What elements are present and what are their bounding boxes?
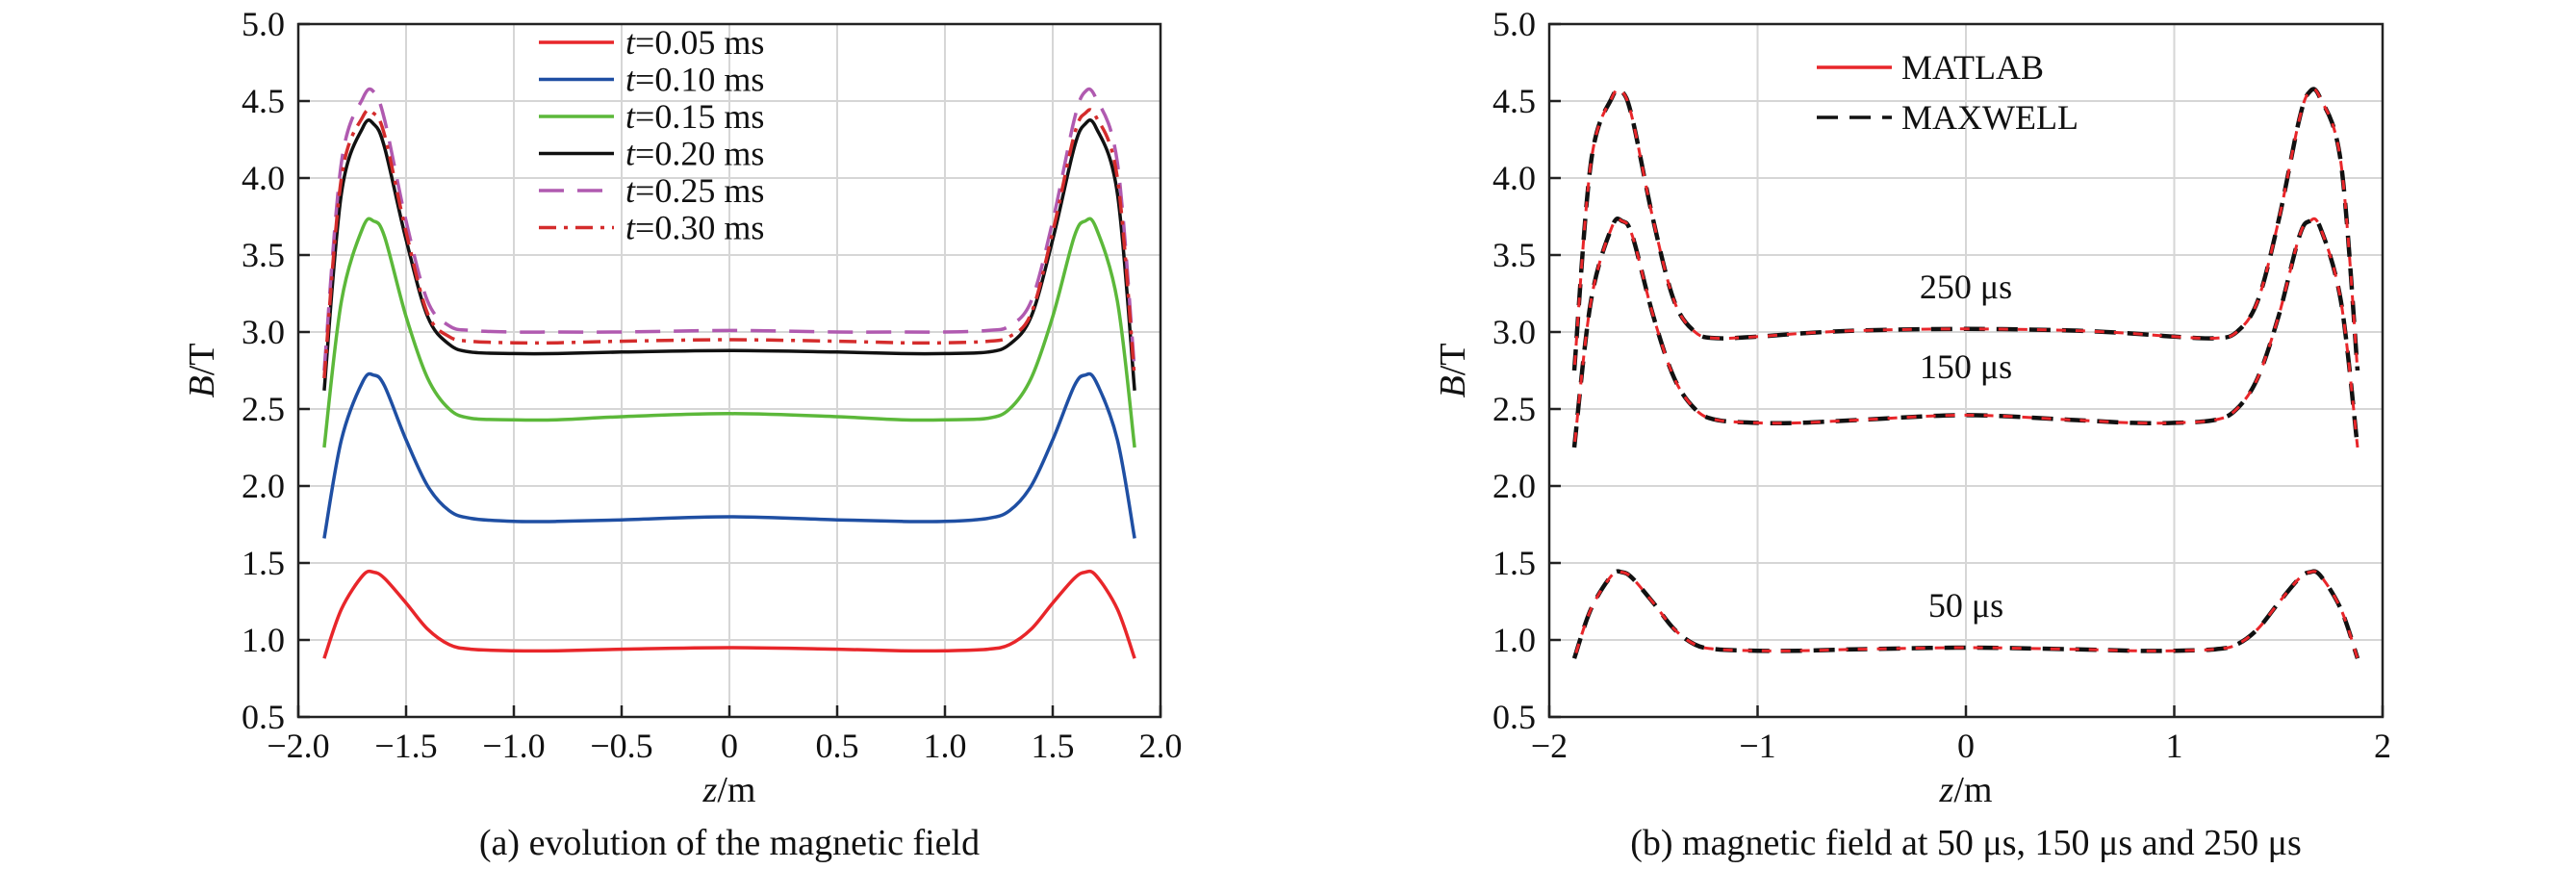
panel-a-chart: −2.0 −1.5 −1.0 −0.5 0 0.5 1.0 1.5 2.0 0.5 1.0 1.5 2.…: [182, 5, 1183, 863]
x-tick-label: 1.5: [1032, 727, 1075, 765]
legend-panel-b: MATLAB MAXWELL: [1817, 48, 2079, 137]
x-tick-label: −2: [1531, 727, 1568, 765]
series-line-t-0-10: [322, 371, 1136, 539]
matlab-curve-250us: [1572, 88, 2359, 371]
curve-annotation: 50 μs: [1928, 586, 2003, 625]
legend-panel-a: t=0.05 mst=0.10 mst=0.15 mst=0.20 mst=0.…: [539, 23, 764, 247]
legend-label: MATLAB: [1901, 48, 2044, 87]
x-tick-label: 1: [2166, 727, 2183, 765]
y-tick-label: 5.0: [242, 5, 285, 43]
x-tick-label: −1: [1739, 727, 1775, 765]
panel-caption: (a) evolution of the magnetic field: [479, 823, 980, 863]
series-line-t-0-05: [322, 569, 1136, 659]
x-tick-label: −1.0: [482, 727, 545, 765]
maxwell-curve-50us: [1571, 569, 2360, 659]
y-tick-label: 2.0: [1492, 467, 1536, 505]
curve-annotation: 150 μs: [1920, 347, 2012, 386]
series-line-t-0-15: [322, 217, 1136, 448]
curve-annotation: 250 μs: [1920, 268, 2012, 306]
x-tick-label: 0: [1957, 727, 1975, 765]
y-tick-label: 3.5: [1492, 236, 1536, 274]
y-tick-label: 5.0: [1492, 5, 1536, 43]
y-tick-label: 0.5: [242, 698, 285, 736]
y-tick-label: 0.5: [1492, 698, 1536, 736]
y-tick-label: 3.5: [242, 236, 285, 274]
y-tick-label: 1.5: [1492, 544, 1536, 582]
series-line-t-0-30: [322, 108, 1136, 379]
legend-label: MAXWELL: [1901, 98, 2079, 137]
y-tick-label: 3.0: [1492, 313, 1536, 351]
x-tick-label: 0: [721, 727, 738, 765]
x-tick-label: 2.0: [1139, 727, 1183, 765]
x-tick-label: −2.0: [267, 727, 329, 765]
x-axis-title: z/m: [1939, 770, 1993, 810]
x-tick-label: 0.5: [816, 727, 859, 765]
legend-label: t=0.25 ms: [625, 171, 764, 210]
y-tick-label: 3.0: [242, 313, 285, 351]
y-tick-label: 4.0: [242, 159, 285, 197]
panel-caption: (b) magnetic field at 50 μs, 150 μs and …: [1630, 823, 2302, 863]
x-tick-label: 2: [2374, 727, 2391, 765]
y-axis-title: B/T: [1433, 344, 1473, 398]
matlab-curve-150us: [1572, 217, 2359, 448]
legend-label: t=0.15 ms: [625, 97, 764, 136]
y-tick-label: 1.0: [1492, 621, 1536, 659]
legend-label: t=0.30 ms: [625, 209, 764, 247]
y-tick-label: 2.5: [1492, 390, 1536, 428]
legend-label: t=0.10 ms: [625, 61, 764, 99]
panel-b-chart: −2 −1 0 1 2 0.5 1.0 1.5 2.0 2.5 3.0 3.5 4.0 4.5 5.0 z/m…: [1433, 5, 2391, 863]
y-tick-label: 2.5: [242, 390, 285, 428]
x-tick-label: −1.5: [374, 727, 437, 765]
x-tick-label: 1.0: [924, 727, 967, 765]
legend-label: t=0.05 ms: [625, 23, 764, 62]
y-tick-label: 1.5: [242, 544, 285, 582]
matlab-curve-50us: [1572, 570, 2359, 659]
y-tick-label: 4.5: [242, 82, 285, 120]
series-line-t-0-20: [322, 118, 1136, 391]
y-axis-title: B/T: [182, 344, 222, 398]
x-axis-title: z/m: [702, 770, 756, 810]
y-tick-label: 1.0: [242, 621, 285, 659]
series-line-t-0-25: [322, 87, 1136, 371]
x-tick-label: −0.5: [590, 727, 652, 765]
y-tick-label: 4.5: [1492, 82, 1536, 120]
y-tick-label: 2.0: [242, 467, 285, 505]
legend-label: t=0.20 ms: [625, 135, 764, 173]
y-tick-label: 4.0: [1492, 159, 1536, 197]
